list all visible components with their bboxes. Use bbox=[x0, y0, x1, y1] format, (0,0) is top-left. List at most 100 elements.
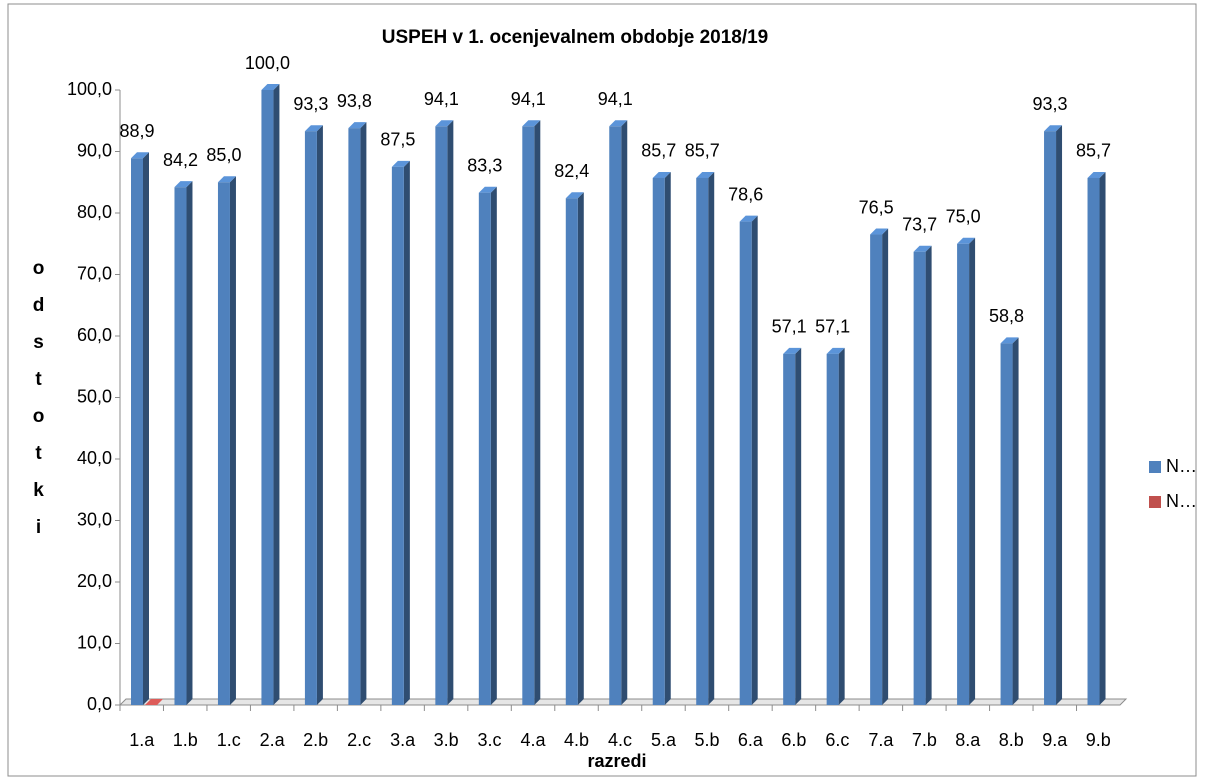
bar bbox=[913, 251, 926, 705]
bar-top bbox=[522, 120, 541, 127]
data-label: 76,5 bbox=[859, 197, 894, 217]
bar-top bbox=[739, 215, 758, 222]
y-tick-label: 70,0 bbox=[77, 263, 112, 283]
x-tick-label: 4.a bbox=[521, 730, 547, 750]
x-tick-label: 2.b bbox=[303, 730, 328, 750]
y-axis-label: odstotki bbox=[28, 258, 49, 554]
x-tick-label: 5.a bbox=[651, 730, 677, 750]
bar bbox=[261, 90, 274, 705]
x-tick-label: 3.b bbox=[434, 730, 459, 750]
x-tick-label: 6.b bbox=[781, 730, 806, 750]
bar bbox=[739, 221, 752, 706]
x-tick-label: 7.a bbox=[868, 730, 894, 750]
data-label: 94,1 bbox=[424, 89, 459, 109]
bar-top bbox=[435, 120, 454, 127]
bar bbox=[652, 177, 665, 705]
bar bbox=[435, 126, 448, 705]
bar-top bbox=[131, 152, 149, 159]
x-tick-label: 6.a bbox=[738, 730, 764, 750]
bar-top bbox=[652, 171, 671, 178]
bar-top bbox=[783, 347, 802, 354]
x-tick-label: 1.c bbox=[217, 730, 241, 750]
data-label: 57,1 bbox=[815, 317, 850, 337]
data-label: 85,7 bbox=[685, 141, 720, 161]
bar-side bbox=[621, 120, 628, 705]
data-label: 75,0 bbox=[946, 207, 981, 227]
bar-top bbox=[1044, 125, 1063, 132]
data-label: 88,9 bbox=[119, 121, 154, 141]
x-tick-label: 4.c bbox=[608, 730, 632, 750]
y-tick-label: 10,0 bbox=[77, 632, 112, 652]
data-label: 83,3 bbox=[467, 155, 502, 175]
data-label: 85,7 bbox=[1076, 141, 1111, 161]
y-tick-label: 0,0 bbox=[87, 694, 112, 714]
y-tick-label: 60,0 bbox=[77, 325, 112, 345]
bar-side bbox=[186, 181, 193, 706]
data-label: 94,1 bbox=[511, 89, 546, 109]
chart-title: USPEH v 1. ocenjevalnem obdobje 2018/19 bbox=[382, 27, 769, 48]
bar-side bbox=[795, 347, 802, 705]
bar bbox=[478, 192, 491, 705]
bar bbox=[304, 131, 317, 705]
bar-top bbox=[1000, 337, 1019, 344]
bar-side bbox=[447, 120, 454, 705]
data-label: 57,1 bbox=[772, 317, 807, 337]
x-tick-label: 9.b bbox=[1086, 730, 1111, 750]
y-tick-label: 30,0 bbox=[77, 509, 112, 529]
bar-side bbox=[577, 192, 584, 706]
x-tick-label: 2.a bbox=[260, 730, 286, 750]
legend-swatch bbox=[1149, 461, 1161, 473]
x-tick-label: 8.a bbox=[955, 730, 981, 750]
data-label: 73,7 bbox=[902, 214, 937, 234]
bar-side bbox=[882, 228, 889, 705]
data-label: 87,5 bbox=[380, 130, 415, 150]
bar bbox=[174, 187, 187, 706]
bar bbox=[870, 234, 883, 705]
bar-side bbox=[1099, 171, 1106, 705]
bar-top bbox=[1087, 171, 1106, 178]
bar-side bbox=[403, 160, 410, 705]
x-tick-label: 9.a bbox=[1042, 730, 1068, 750]
x-tick-label: 3.c bbox=[478, 730, 502, 750]
bar-top bbox=[478, 186, 497, 193]
bar-side bbox=[360, 122, 367, 705]
bar-top bbox=[913, 245, 932, 252]
data-label: 78,6 bbox=[728, 184, 763, 204]
legend-label: N… bbox=[1166, 456, 1197, 476]
bar-side bbox=[534, 120, 541, 705]
data-label: 84,2 bbox=[163, 150, 198, 170]
x-axis-label: razredi bbox=[587, 751, 646, 771]
data-label: 100,0 bbox=[245, 53, 290, 73]
x-tick-label: 8.b bbox=[999, 730, 1024, 750]
bar-side bbox=[143, 152, 149, 705]
y-tick-label: 80,0 bbox=[77, 202, 112, 222]
y-tick-label: 40,0 bbox=[77, 448, 112, 468]
y-tick-label: 50,0 bbox=[77, 386, 112, 406]
x-tick-label: 2.c bbox=[347, 730, 371, 750]
bar bbox=[391, 166, 404, 705]
bar-top bbox=[391, 160, 410, 167]
bar bbox=[131, 158, 143, 705]
bar bbox=[565, 198, 578, 706]
bar bbox=[522, 126, 535, 705]
data-label: 85,0 bbox=[206, 145, 241, 165]
bar-side bbox=[751, 215, 758, 706]
bar-top bbox=[217, 176, 236, 183]
bar-side bbox=[1056, 125, 1063, 705]
x-tick-label: 3.a bbox=[390, 730, 416, 750]
x-tick-label: 1.b bbox=[173, 730, 198, 750]
bar-top bbox=[261, 84, 280, 90]
bar-side bbox=[838, 347, 845, 705]
bar bbox=[609, 126, 622, 705]
bar bbox=[348, 128, 361, 705]
bar-top bbox=[174, 181, 193, 188]
bar-top bbox=[957, 237, 976, 244]
bar bbox=[696, 177, 709, 705]
x-tick-label: 7.b bbox=[912, 730, 937, 750]
legend-label: N… bbox=[1166, 491, 1197, 511]
y-tick-label: 100,0 bbox=[67, 79, 112, 99]
bar-top bbox=[609, 120, 628, 127]
bar-side bbox=[273, 84, 280, 705]
